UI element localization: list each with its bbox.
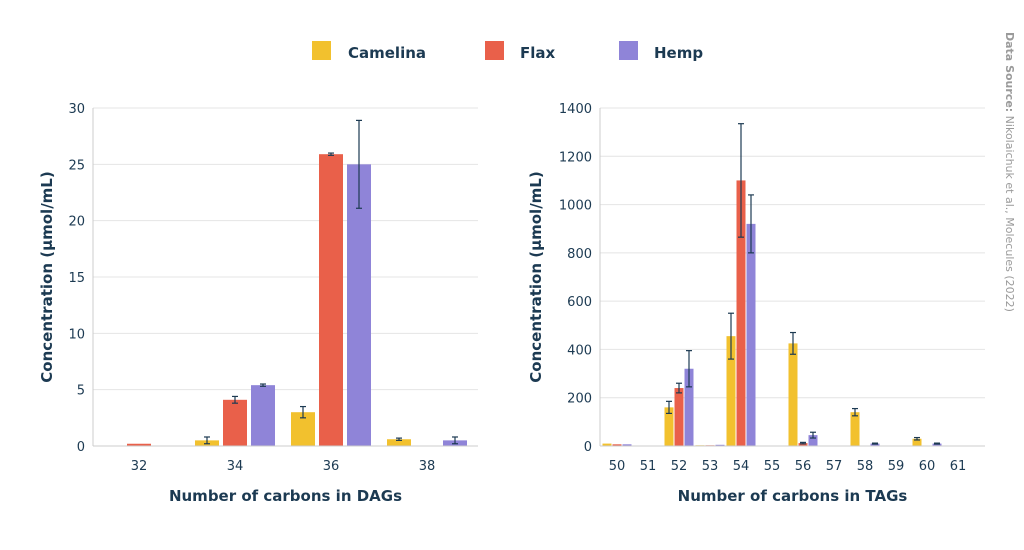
tag-x-tick-label: 53 [702,459,719,474]
dag-error-bar-flax-34 [232,395,238,404]
tag-chart: 0 200 400 600 800 1000 1200 1400 50 51 52 53 54 55 56 5… [527,102,985,505]
tag-error-bar-hemp-54 [748,194,754,254]
tag-error-bar-hemp-60 [934,442,940,445]
tag-y-tick-label: 400 [567,343,592,358]
tag-error-bar-camelina-60 [914,436,920,441]
dag-bar-flax-34 [223,399,247,446]
dag-y-tick-label: 25 [68,158,85,173]
tag-bar-hemp-53 [715,444,725,446]
dag-y-tick-label: 15 [68,271,85,286]
tag-error-bar-flax-52 [676,382,682,394]
tag-bar-hemp-52 [684,368,694,446]
tag-error-bar-hemp-52 [686,350,692,388]
data-source-text: Nikolaichuk et al., Molecules (2022) [1003,112,1016,312]
dag-error-bar-hemp-36 [356,119,362,209]
dag-bar-hemp-34 [251,385,275,446]
dag-x-axis-title: Number of carbons in DAGs [169,487,402,505]
tag-x-tick-label: 57 [826,459,843,474]
dag-chart: 0 5 10 15 20 25 30 32 34 36 38 Number of carbons in… [38,102,478,505]
tag-bar-flax-50 [612,444,622,446]
dag-y-tick-label: 30 [68,102,85,117]
tag-x-tick-label: 55 [764,459,781,474]
legend-item-camelina: Camelina [312,41,426,62]
tag-bar-camelina-54 [726,336,736,446]
dag-x-tick-label: 34 [227,459,244,474]
dag-y-tick-label: 20 [68,215,85,230]
legend: Camelina Flax Hemp [312,41,703,62]
dag-bar-flax-32 [127,443,151,446]
legend-swatch-camelina [312,41,331,60]
tag-bar-camelina-60 [912,438,922,446]
data-source-note: Data Source: Nikolaichuk et al., Molecul… [1003,32,1016,312]
tag-error-bar-camelina-58 [852,407,858,417]
tag-x-tick-label: 58 [857,459,874,474]
dag-error-bar-camelina-36 [300,405,306,419]
dag-error-bar-flax-36 [328,152,334,156]
tag-error-bar-flax-54 [738,123,744,238]
tag-y-axis-title: Concentration (µmol/mL) [527,171,545,382]
data-source-label: Data Source: [1003,32,1016,112]
dag-error-bar-camelina-38 [396,437,402,441]
tag-error-bar-camelina-54 [728,312,734,360]
tag-bar-flax-52 [674,388,684,446]
tag-x-tick-label: 51 [640,459,657,474]
legend-swatch-flax [485,41,504,60]
tag-error-bar-hemp-58 [872,442,878,445]
tag-bar-camelina-58 [850,412,860,446]
tag-bar-hemp-56 [808,435,818,446]
dag-bar-camelina-38 [387,439,411,446]
dag-error-bar-camelina-34 [204,436,210,445]
tag-x-tick-label: 50 [609,459,626,474]
tag-y-tick-label: 0 [584,440,592,455]
tag-y-tick-label: 200 [567,392,592,407]
tag-x-tick-label: 56 [795,459,812,474]
dag-x-tick-label: 38 [419,459,436,474]
tag-bar-hemp-58 [870,443,880,446]
tag-y-tick-label: 1000 [559,199,592,214]
tag-error-bar-camelina-52 [666,400,672,415]
tag-x-tick-label: 61 [950,459,967,474]
dag-y-axis-title: Concentration (µmol/mL) [38,171,56,382]
tag-x-tick-label: 59 [888,459,905,474]
legend-item-flax: Flax [485,41,556,62]
dag-y-tick-label: 5 [77,384,85,399]
dag-y-tick-label: 10 [68,327,85,342]
legend-label-flax: Flax [520,44,556,62]
tag-x-tick-label: 54 [733,459,750,474]
dag-error-bar-hemp-38 [452,436,458,445]
tag-y-tick-label: 600 [567,295,592,310]
tag-bar-hemp-54 [746,223,756,446]
tag-error-bar-hemp-56 [810,431,816,439]
tag-y-tick-label: 1400 [559,102,592,117]
tag-error-bar-camelina-56 [790,331,796,355]
tag-x-tick-label: 60 [919,459,936,474]
tag-x-axis-title: Number of carbons in TAGs [678,487,908,505]
tag-error-bar-flax-56 [800,441,806,445]
tag-x-tick-label: 52 [671,459,688,474]
tag-bar-camelina-50 [602,443,612,446]
tag-bar-camelina-52 [664,407,674,446]
tag-bar-camelina-56 [788,343,798,446]
tag-y-tick-label: 1200 [559,150,592,165]
dag-x-tick-label: 36 [323,459,340,474]
legend-item-hemp: Hemp [619,41,703,62]
tag-y-tick-label: 800 [567,247,592,262]
dag-y-tick-label: 0 [77,440,85,455]
dag-bar-hemp-36 [347,164,371,447]
dag-x-tick-label: 32 [131,459,148,474]
tag-bar-hemp-60 [932,443,942,446]
dag-bar-flax-36 [319,154,343,446]
legend-swatch-hemp [619,41,638,60]
dag-error-bar-hemp-34 [260,383,266,387]
tag-bar-flax-54 [736,180,746,446]
tag-bar-hemp-50 [622,444,632,446]
legend-label-hemp: Hemp [654,44,703,62]
legend-label-camelina: Camelina [348,44,426,62]
tag-bar-flax-56 [798,443,808,446]
